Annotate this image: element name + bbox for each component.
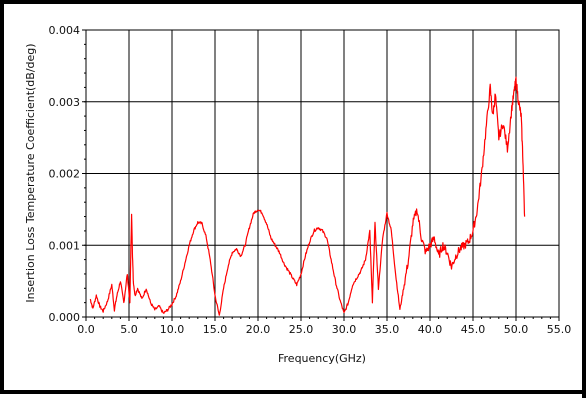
x-tick-label: 5.0 — [120, 323, 138, 336]
x-tick-label: 55.0 — [547, 323, 572, 336]
x-tick-label: 15.0 — [203, 323, 228, 336]
grid — [82, 29, 560, 321]
y-axis-label: Insertion Loss Temperature Coefficient(d… — [24, 43, 37, 302]
x-tick-label: 0.0 — [77, 323, 95, 336]
y-tick-label: 0.003 — [49, 96, 81, 109]
x-tick-label: 40.0 — [418, 323, 443, 336]
y-tick-label: 0.001 — [49, 239, 81, 252]
x-tick-label: 10.0 — [160, 323, 185, 336]
x-axis-label: Frequency(GHz) — [278, 352, 366, 365]
x-tick-label: 50.0 — [504, 323, 529, 336]
series-layer — [89, 76, 526, 316]
x-tick-label: 35.0 — [375, 323, 400, 336]
y-tick-label: 0.002 — [49, 168, 81, 181]
y-tick-label: 0.000 — [49, 311, 81, 324]
x-tick-label: 45.0 — [461, 323, 486, 336]
y-tick-labels: 0.000 0.001 0.002 0.003 0.004 — [49, 24, 81, 324]
y-tick-label: 0.004 — [49, 24, 81, 37]
x-tick-label: 20.0 — [246, 323, 271, 336]
x-tick-labels: 0.0 5.0 10.0 15.0 20.0 25.0 30.0 35.0 40.0 45.0 50… — [77, 323, 571, 336]
x-tick-label: 25.0 — [289, 323, 314, 336]
x-tick-label: 30.0 — [332, 323, 357, 336]
series-line — [89, 76, 526, 316]
